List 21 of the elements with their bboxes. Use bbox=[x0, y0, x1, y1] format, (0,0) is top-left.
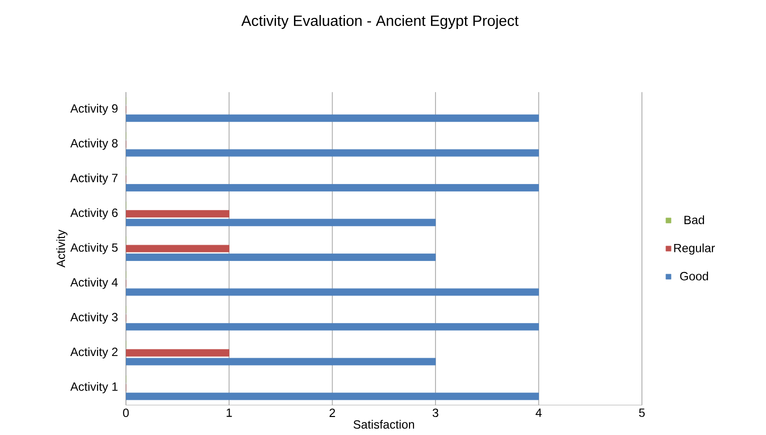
y-tick-label: Activity 9 bbox=[70, 104, 118, 116]
chart-title: Activity Evaluation - Ancient Egypt Project bbox=[241, 15, 519, 29]
y-tick-label: Activity 3 bbox=[70, 312, 118, 324]
y-axis-title: Activity bbox=[56, 230, 68, 268]
x-tick-label: 2 bbox=[330, 408, 336, 417]
y-tick-label: Activity 8 bbox=[70, 138, 118, 150]
y-tick-label: Activity 6 bbox=[70, 208, 118, 220]
y-tick-label: Activity 2 bbox=[70, 347, 118, 358]
y-tick-label: Activity 5 bbox=[70, 243, 118, 254]
x-tick-label: 0 bbox=[123, 408, 129, 418]
legend-label: Regular bbox=[674, 244, 715, 255]
legend-label: Bad bbox=[684, 215, 704, 224]
y-tick-label: Activity 7 bbox=[70, 173, 118, 185]
y-tick-label: Activity 1 bbox=[70, 382, 118, 394]
x-axis-title: Satisfaction bbox=[354, 420, 414, 429]
x-tick-label: 4 bbox=[536, 408, 542, 417]
x-tick-label: 5 bbox=[639, 408, 645, 417]
legend-label: Good bbox=[680, 272, 708, 280]
y-tick-label: Activity 4 bbox=[70, 278, 118, 289]
x-tick-label: 3 bbox=[432, 408, 438, 418]
x-tick-label: 1 bbox=[226, 408, 232, 417]
